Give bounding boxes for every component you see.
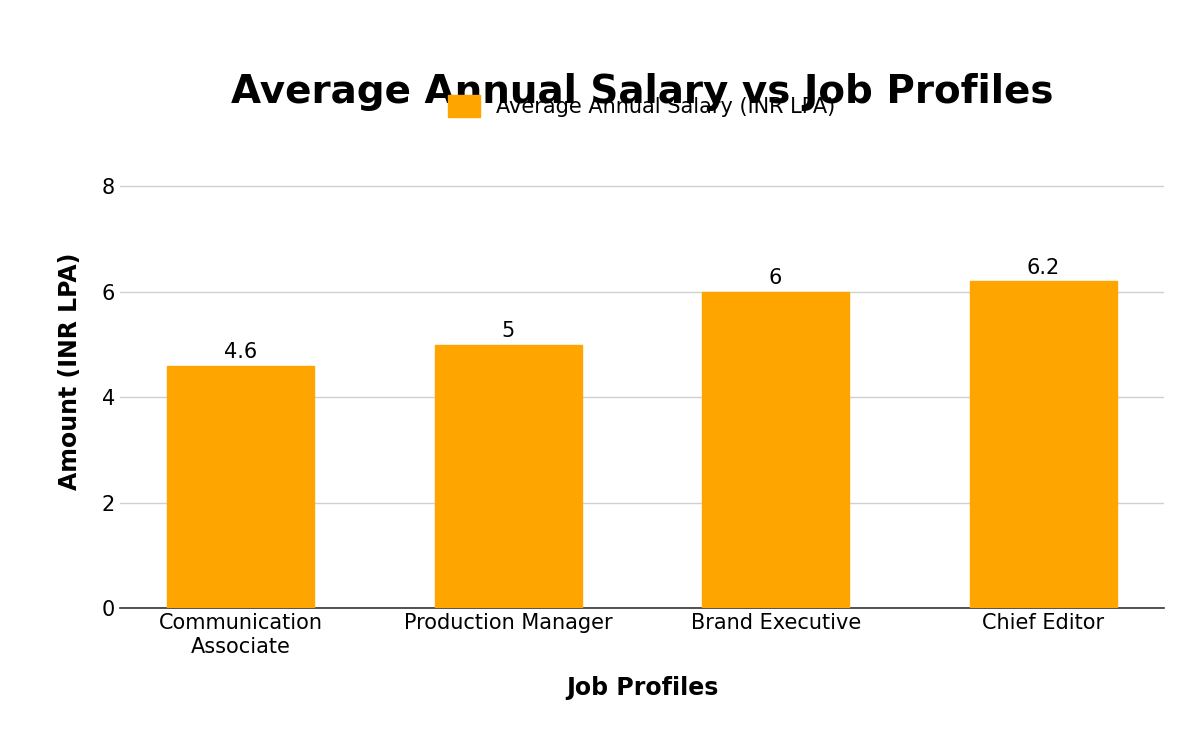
X-axis label: Job Profiles: Job Profiles: [566, 676, 718, 700]
Text: 6: 6: [769, 268, 782, 288]
Text: 6.2: 6.2: [1026, 257, 1060, 278]
Bar: [434, 344, 582, 608]
Legend: Average Annual Salary (INR LPA): Average Annual Salary (INR LPA): [440, 87, 844, 125]
Title: Average Annual Salary vs Job Profiles: Average Annual Salary vs Job Profiles: [230, 73, 1054, 111]
Bar: [168, 366, 314, 608]
Bar: [702, 292, 850, 608]
Text: 4.6: 4.6: [224, 342, 258, 362]
Text: 5: 5: [502, 321, 515, 341]
Bar: [970, 281, 1116, 608]
Y-axis label: Amount (INR LPA): Amount (INR LPA): [59, 252, 83, 490]
